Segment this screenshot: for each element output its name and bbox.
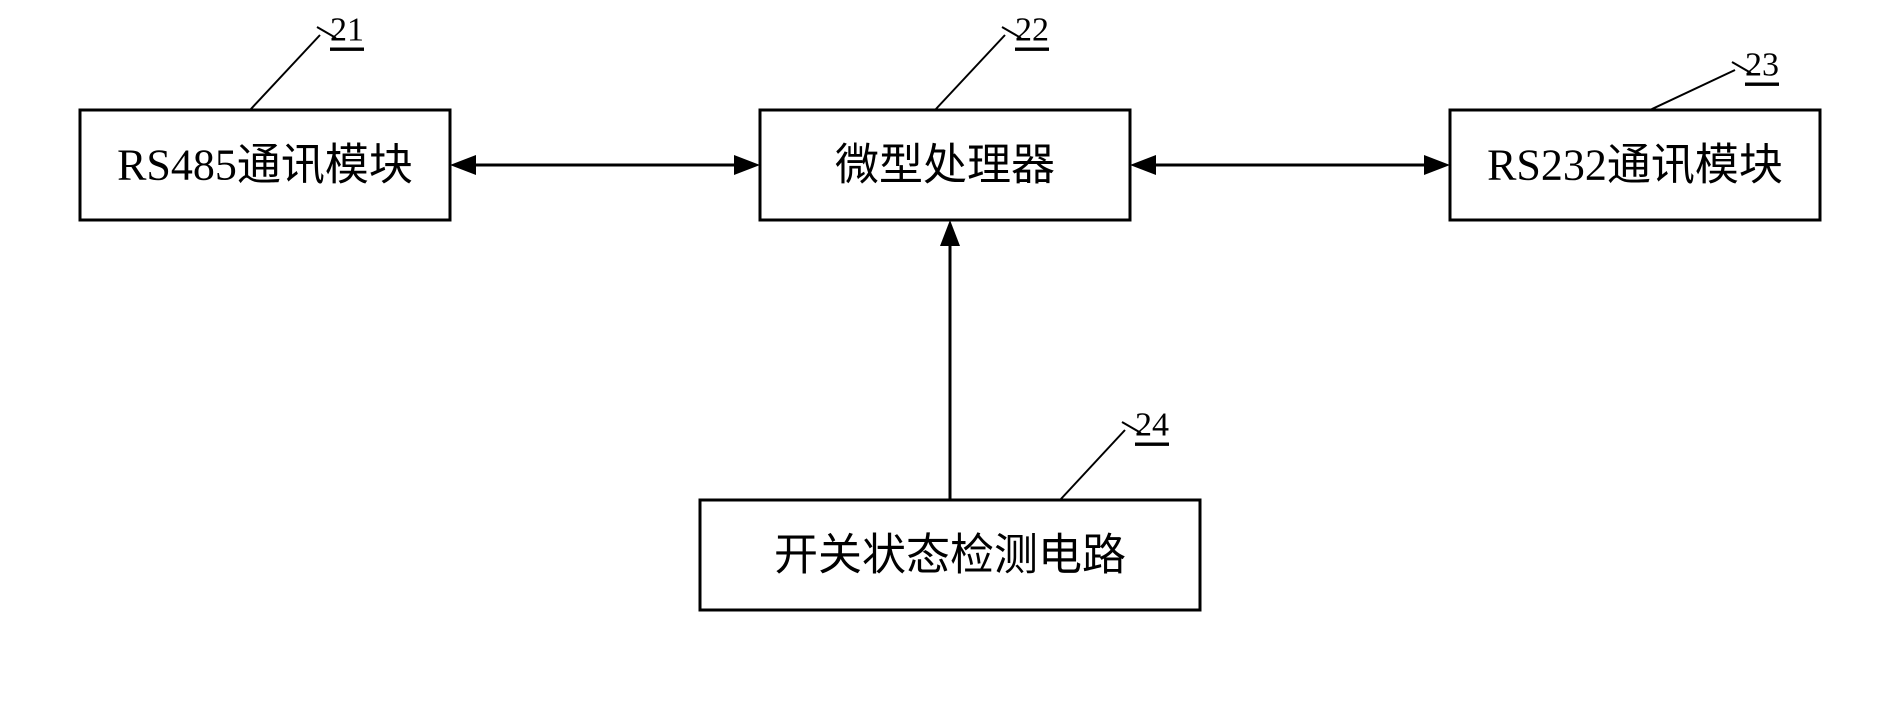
arrowhead <box>1424 155 1450 175</box>
node-mcu-label: 微型处理器 <box>835 141 1055 190</box>
node-rs485-ref: 21 <box>330 12 364 49</box>
node-rs232: RS232通讯模块 23 <box>1450 47 1820 221</box>
node-rs232-leader <box>1650 70 1735 110</box>
node-mcu-ref: 22 <box>1015 12 1049 49</box>
node-rs232-label: RS232通讯模块 <box>1487 141 1783 190</box>
arrowhead <box>940 220 960 246</box>
node-rs485-leader <box>250 35 320 110</box>
arrowhead <box>1130 155 1156 175</box>
node-mcu: 微型处理器 22 <box>760 12 1130 221</box>
arrowhead <box>734 155 760 175</box>
node-rs485: RS485通讯模块 21 <box>80 12 450 221</box>
node-switch-label: 开关状态检测电路 <box>774 531 1126 580</box>
node-mcu-leader <box>935 35 1005 110</box>
arrowhead <box>450 155 476 175</box>
node-switch-leader <box>1060 430 1125 500</box>
node-rs485-label: RS485通讯模块 <box>117 141 413 190</box>
node-switch-ref: 24 <box>1135 407 1169 444</box>
block-diagram: RS485通讯模块 21 微型处理器 22 RS232通讯模块 23 开关状态检测电路 24 <box>0 0 1903 702</box>
node-rs232-ref: 23 <box>1745 47 1779 84</box>
